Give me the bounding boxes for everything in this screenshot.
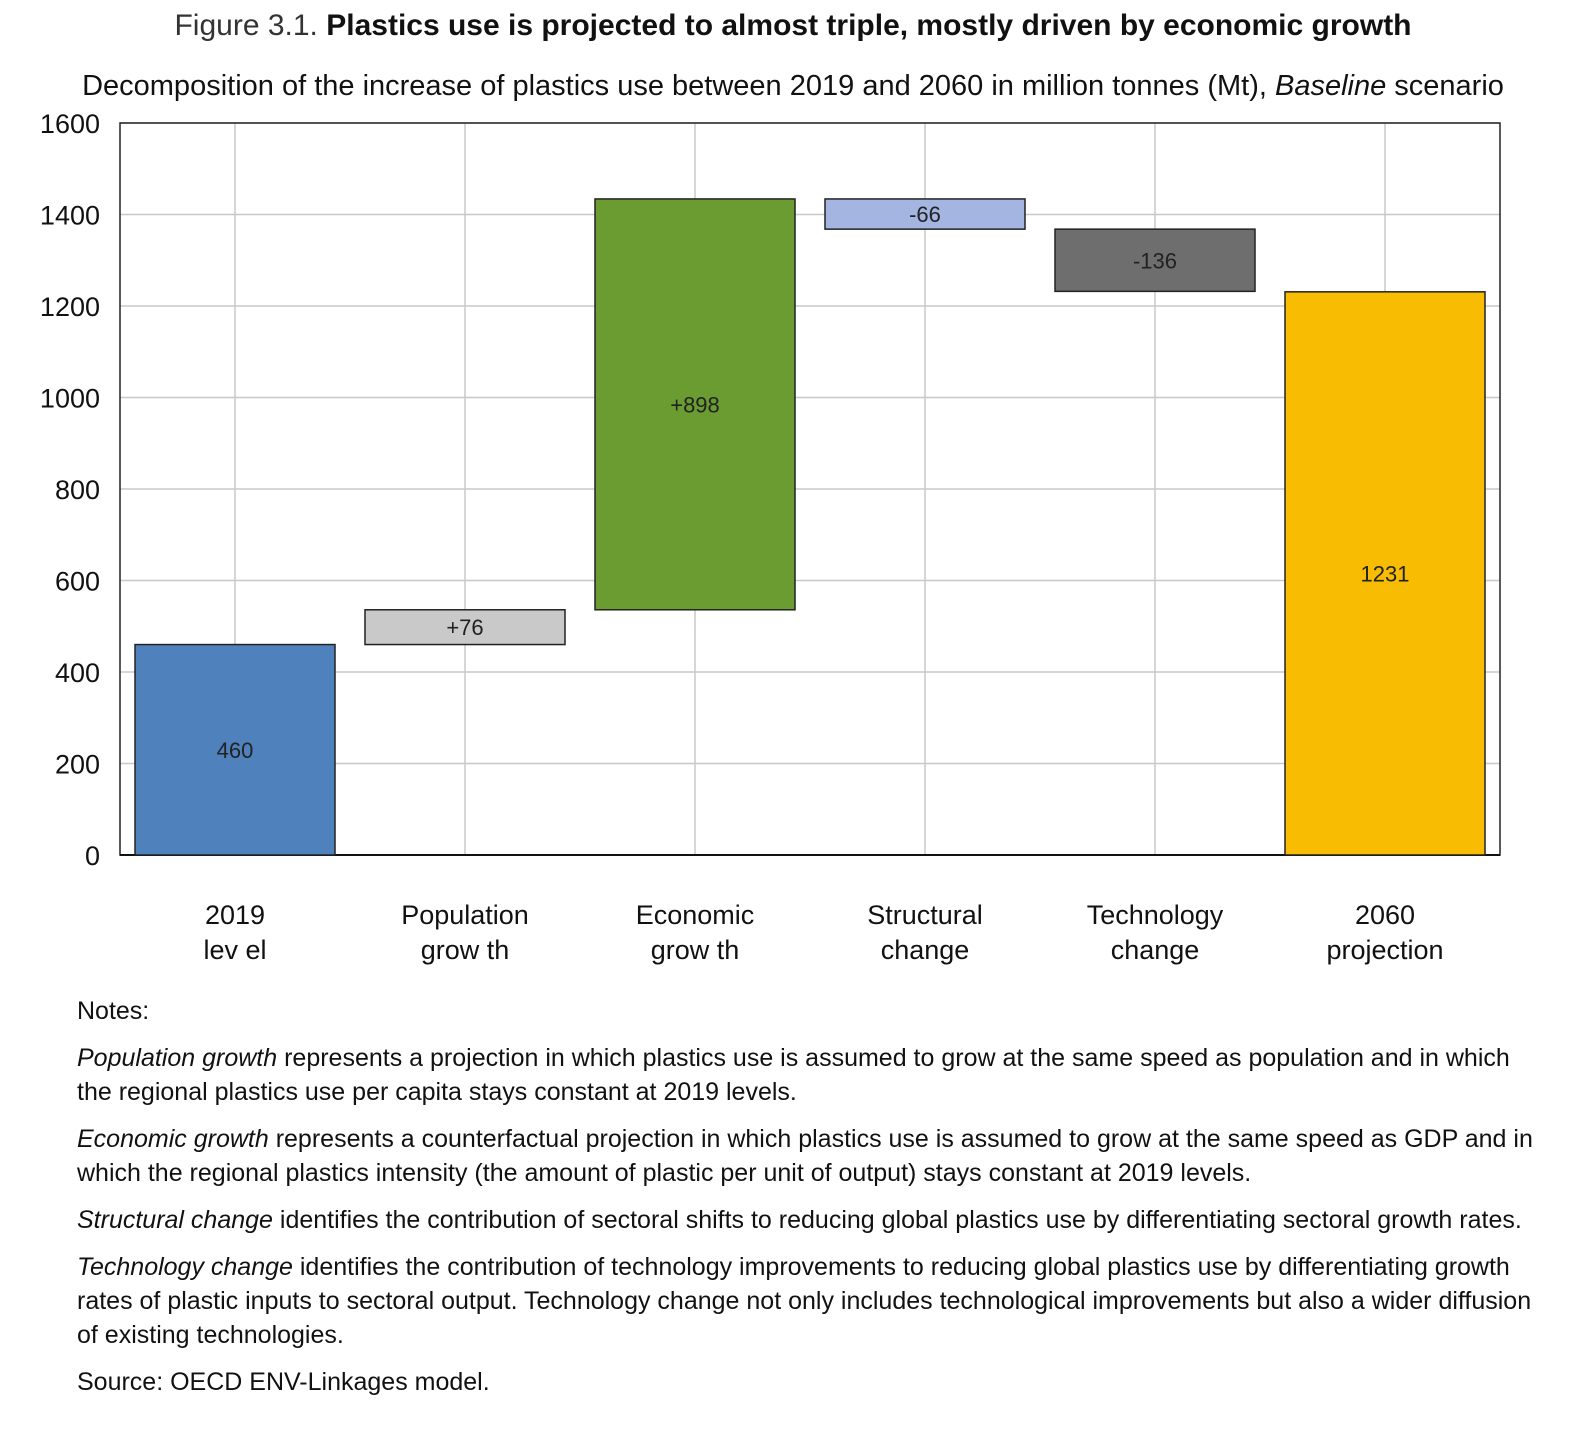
waterfall-chart: 0 200 400 600 800 1000 1200 1400 1600 460 +76 +898 -…: [40, 109, 1501, 965]
x-category-label: grow th: [421, 935, 510, 965]
x-category-label: lev el: [203, 935, 266, 965]
x-category-label: 2019: [205, 900, 265, 930]
y-tick-label: 1600: [40, 109, 100, 139]
waterfall-bar: [134, 643, 336, 856]
y-tick-label: 1200: [40, 292, 100, 322]
figure-label: Figure 3.1.: [174, 9, 318, 42]
bar-value-label: -136: [1133, 248, 1177, 273]
y-tick-label: 1000: [40, 384, 100, 414]
bar-value-label: 1231: [1361, 561, 1410, 586]
note-term: Population growth: [77, 1044, 278, 1072]
note-text: represents a projection in which plastic…: [77, 1044, 1510, 1106]
note-item: Technology change identifies the contrib…: [77, 1250, 1547, 1352]
note-item: Structural change identifies the contrib…: [77, 1203, 1547, 1237]
bar-value-label: -66: [909, 202, 941, 227]
note-item: Economic growth represents a counterfact…: [77, 1122, 1547, 1190]
subtitle-scenario: Baseline: [1274, 70, 1387, 102]
note-term: Structural change: [77, 1206, 273, 1234]
y-tick-label: 1400: [40, 201, 100, 231]
x-category-label: Population: [401, 900, 529, 930]
subtitle-suffix: scenario: [1394, 70, 1504, 102]
x-category-label: Structural: [867, 900, 983, 930]
y-tick-label: 200: [55, 750, 100, 780]
bar-value-label: +898: [670, 392, 720, 417]
x-category-label: change: [1111, 935, 1200, 965]
figure-title-text: Plastics use is projected to almost trip…: [326, 9, 1412, 42]
source-note: Source: OECD ENV-Linkages model.: [77, 1368, 490, 1396]
y-tick-label: 600: [55, 567, 100, 597]
waterfall-bar: [364, 609, 566, 646]
y-tick-label: 800: [55, 475, 100, 505]
note-text: identifies the contribution of technolog…: [77, 1253, 1532, 1349]
waterfall-bar: [1284, 291, 1486, 856]
note-item: Population growth represents a projectio…: [77, 1041, 1547, 1109]
notes-heading: Notes:: [77, 997, 150, 1025]
x-category-label: 2060: [1355, 900, 1415, 930]
note-text: identifies the contribution of sectoral …: [279, 1206, 1522, 1234]
note-term: Economic growth: [77, 1125, 269, 1153]
x-category-label: change: [881, 935, 970, 965]
figure-subtitle: Decomposition of the increase of plastic…: [0, 66, 1586, 106]
notes-section: Notes: Population growth represents a pr…: [77, 994, 1547, 1412]
y-tick-label: 400: [55, 658, 100, 688]
bar-value-label: 460: [217, 738, 254, 763]
x-category-label: Technology: [1087, 900, 1224, 930]
note-text: represents a counterfactual projection i…: [77, 1125, 1533, 1187]
y-tick-label: 0: [85, 841, 100, 871]
subtitle-text: Decomposition of the increase of plastic…: [82, 70, 1267, 102]
figure-title: Figure 3.1. Plastics use is projected to…: [0, 6, 1586, 46]
note-term: Technology change: [77, 1253, 293, 1281]
waterfall-bar: [824, 198, 1026, 230]
waterfall-bar: [1054, 228, 1256, 293]
x-category-label: Economic: [636, 900, 755, 930]
x-category-label: grow th: [651, 935, 740, 965]
x-category-label: projection: [1326, 935, 1443, 965]
bar-value-label: +76: [446, 615, 483, 640]
waterfall-bar: [594, 198, 796, 611]
